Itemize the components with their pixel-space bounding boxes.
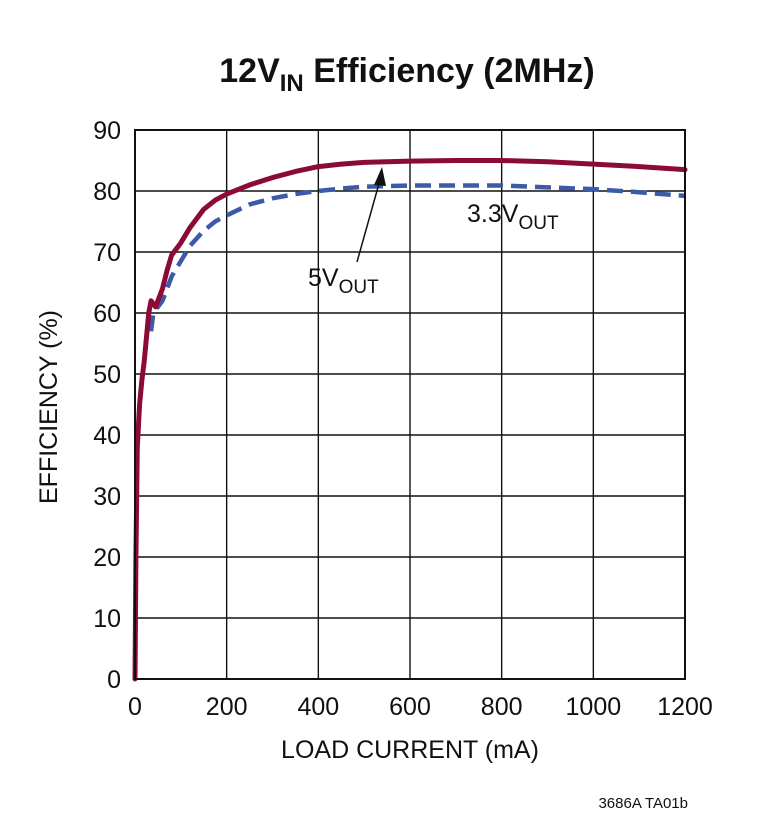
annotation-3v3-text: 3.3V: [467, 200, 519, 228]
annotation-3v3-subscript: OUT: [518, 213, 559, 234]
annotation-arrow-line: [356, 179, 381, 263]
y-tick-label: 0: [107, 666, 121, 694]
y-tick-label: 80: [93, 178, 121, 206]
y-tick-label: 60: [93, 300, 121, 328]
series-layer: [132, 158, 688, 682]
chart-title-subscript: IN: [280, 70, 304, 97]
annotation-arrowhead: [374, 167, 386, 186]
x-tick-label: 1000: [566, 693, 622, 721]
y-tick-label: 20: [93, 544, 121, 572]
annotation-5v-text: 5V: [308, 264, 339, 292]
x-tick-label: 200: [206, 693, 248, 721]
y-tick-label: 10: [93, 605, 121, 633]
chart-title-main: 12V: [219, 52, 280, 90]
annotation-5v-out: 5VOUT: [308, 264, 379, 298]
series-line-3-3v-out: [148, 183, 686, 332]
y-tick-label: 40: [93, 422, 121, 450]
x-tick-label: 800: [481, 693, 523, 721]
chart-title-rest: Efficiency (2MHz): [304, 52, 595, 90]
x-tick-label: 0: [128, 693, 142, 721]
x-tick-label: 400: [297, 693, 339, 721]
y-tick-labels: 0 10 20 30 40 50 60 70 80 90: [93, 117, 121, 694]
annotation-3v3-out: 3.3VOUT: [467, 200, 559, 234]
x-axis-label: LOAD CURRENT (mA): [281, 736, 539, 764]
annotation-5v-subscript: OUT: [339, 277, 380, 298]
y-tick-label: 70: [93, 239, 121, 267]
chart-title: 12VIN Efficiency (2MHz): [219, 52, 594, 97]
series-line-5v-out: [132, 158, 688, 682]
figure-id: 3686A TA01b: [598, 795, 688, 812]
x-tick-label: 1200: [657, 693, 713, 721]
y-tick-label: 90: [93, 117, 121, 145]
grid: [134, 129, 686, 680]
y-tick-label: 30: [93, 483, 121, 511]
plot-frame: [134, 129, 686, 680]
x-tick-labels: 0 200 400 600 800 1000 1200: [128, 693, 713, 721]
y-axis-label: EFFICIENCY (%): [35, 310, 63, 504]
y-tick-label: 50: [93, 361, 121, 389]
x-tick-label: 600: [389, 693, 431, 721]
